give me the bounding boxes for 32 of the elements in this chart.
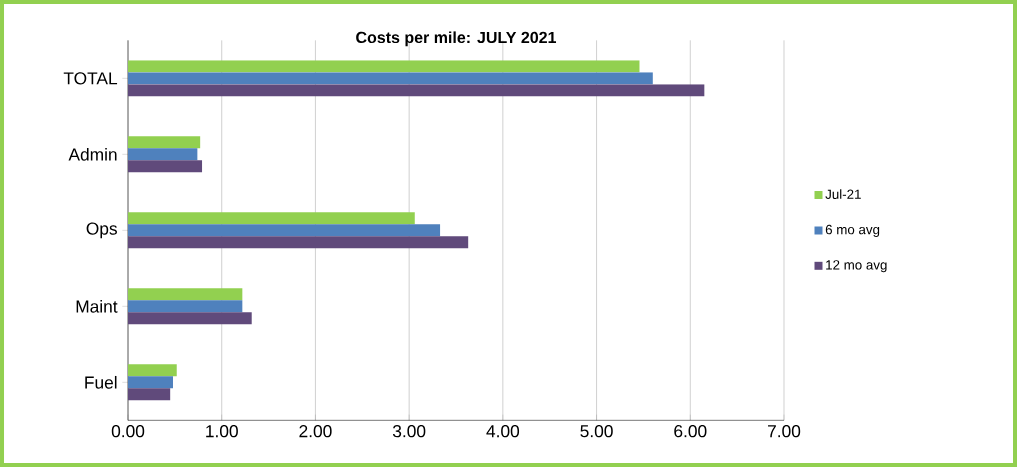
bar	[128, 160, 203, 173]
x-tick-label: 7.00	[768, 425, 801, 438]
y-tick-label: Ops	[86, 222, 117, 239]
y-tick-label: Fuel	[85, 375, 117, 389]
x-tick-label: 1.00	[206, 425, 238, 438]
bar	[128, 288, 243, 301]
x-tick-label: 5.00	[580, 425, 613, 438]
x-tick-label: 2.00	[299, 425, 332, 438]
bar	[128, 364, 177, 377]
y-tick-label: TOTAL	[63, 72, 118, 85]
bar	[128, 212, 415, 225]
y-tick-label: Admin	[68, 147, 117, 161]
x-tick-label: 0.00	[111, 425, 145, 438]
chart-title: Costs per mile: JULY 2021	[356, 31, 557, 47]
x-tick-label: 3.00	[392, 425, 426, 438]
legend-label: 12 mo avg	[826, 260, 887, 273]
bar	[128, 136, 201, 149]
bar	[128, 224, 441, 237]
legend-label: 6 mo avg	[825, 224, 880, 237]
x-tick-label: 4.00	[486, 425, 520, 438]
bar	[128, 388, 171, 401]
bar	[128, 72, 653, 85]
bar	[128, 148, 198, 161]
x-tick-label: 6.00	[674, 425, 707, 438]
y-tick-label: Maint	[76, 299, 118, 313]
bar	[128, 376, 173, 389]
bar	[128, 300, 243, 313]
bar	[128, 312, 252, 325]
bar	[128, 236, 469, 249]
bar	[128, 60, 640, 73]
legend-label: Jul-21	[825, 189, 861, 199]
bar	[128, 84, 705, 97]
